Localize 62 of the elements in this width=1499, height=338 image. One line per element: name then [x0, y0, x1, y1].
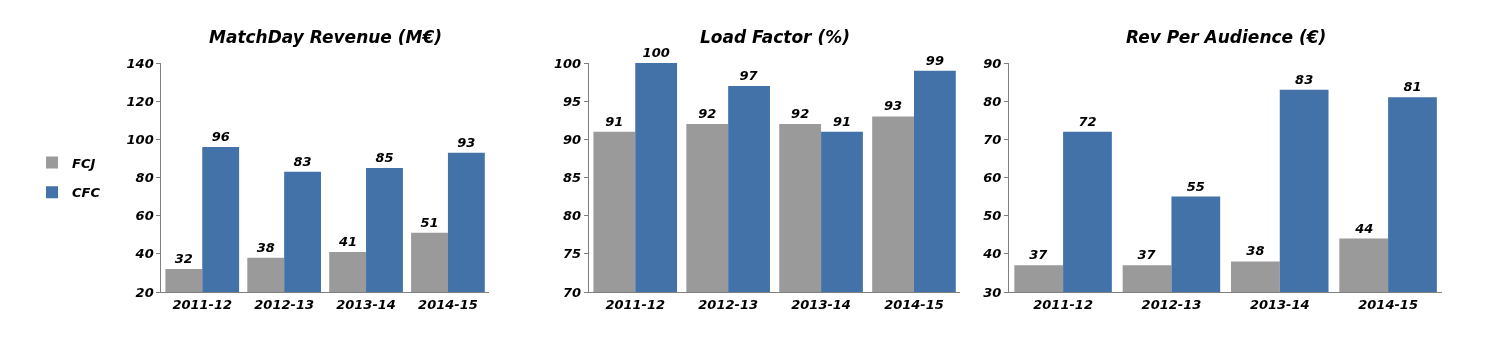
x-tick-label: 2013-14	[1249, 296, 1310, 312]
y-tick-label: 60	[983, 170, 1002, 186]
legend-label: CFC	[72, 185, 101, 201]
y-tick-label: 100	[126, 131, 154, 147]
data-label: 97	[739, 67, 759, 83]
data-label: 93	[457, 134, 476, 150]
data-label: 96	[211, 128, 230, 144]
x-tick-label: 2013-14	[791, 296, 851, 312]
data-label: 99	[925, 52, 944, 68]
y-tick-label: 80	[983, 93, 1002, 109]
data-label: 51	[420, 214, 439, 230]
x-tick-label: 2011-12	[605, 296, 666, 312]
y-tick-label: 140	[126, 55, 154, 71]
data-label: 72	[1078, 113, 1097, 129]
y-tick-label: 85	[563, 170, 582, 186]
y-tick-label: 100	[554, 55, 582, 71]
data-label: 83	[1295, 71, 1314, 87]
y-tick-label: 80	[135, 170, 154, 186]
data-label: 81	[1403, 79, 1422, 95]
data-label: 37	[1137, 247, 1157, 263]
y-tick-label: 30	[983, 284, 1002, 300]
chart-title: Load Factor (%)	[700, 27, 850, 47]
chart-title: Rev Per Audience (€)	[1126, 27, 1327, 47]
y-tick-label: 70	[983, 131, 1002, 147]
data-label: 38	[256, 239, 275, 255]
y-tick-label: 40	[134, 246, 154, 262]
x-tick-label: 2011-12	[1033, 296, 1093, 312]
y-tick-label: 60	[135, 208, 154, 224]
data-label: 37	[1029, 247, 1049, 263]
data-label: 92	[698, 106, 717, 122]
data-label: 41	[338, 233, 358, 249]
data-label: 55	[1186, 178, 1205, 194]
y-tick-label: 70	[563, 284, 582, 300]
chart-title: MatchDay Revenue (M€)	[209, 27, 443, 47]
data-label: 44	[1354, 220, 1374, 236]
data-label: 100	[642, 45, 670, 60]
x-tick-label: 2012-13	[1141, 296, 1202, 312]
y-tick-label: 90	[983, 55, 1002, 71]
y-tick-label: 120	[126, 93, 154, 109]
x-tick-label: 2011-12	[172, 296, 233, 312]
x-tick-label: 2013-14	[336, 296, 396, 312]
y-tick-label: 90	[563, 131, 582, 147]
data-label: 32	[174, 251, 193, 267]
x-tick-label: 2014-15	[884, 296, 944, 312]
data-label: 85	[375, 149, 394, 165]
legend-label: FCJ	[72, 155, 96, 171]
y-tick-label: 75	[563, 246, 582, 262]
data-label: 93	[884, 98, 903, 114]
data-label: 38	[1246, 243, 1265, 259]
x-tick-label: 2014-15	[418, 296, 478, 312]
data-label: 92	[791, 106, 810, 122]
y-tick-label: 50	[983, 208, 1002, 224]
data-label: 83	[293, 153, 312, 169]
y-tick-label: 80	[563, 208, 582, 224]
y-tick-label: 95	[563, 93, 582, 109]
data-label: 91	[832, 113, 852, 129]
y-tick-label: 20	[135, 284, 154, 300]
x-tick-label: 2012-13	[254, 296, 314, 312]
x-tick-label: 2012-13	[698, 296, 758, 312]
y-tick-label: 40	[982, 246, 1002, 262]
x-tick-label: 2014-15	[1358, 296, 1418, 312]
data-label: 91	[605, 113, 624, 129]
